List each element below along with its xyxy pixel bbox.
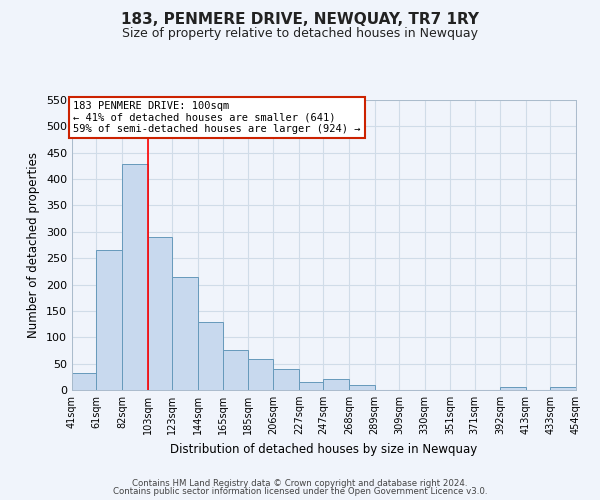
Text: 183, PENMERE DRIVE, NEWQUAY, TR7 1RY: 183, PENMERE DRIVE, NEWQUAY, TR7 1RY	[121, 12, 479, 28]
Bar	[299, 382, 323, 390]
Bar	[197, 322, 223, 390]
Bar	[323, 380, 349, 390]
X-axis label: Distribution of detached houses by size in Newquay: Distribution of detached houses by size …	[170, 442, 478, 456]
Bar	[148, 236, 172, 390]
Bar	[248, 359, 274, 390]
Bar	[274, 369, 299, 390]
Bar	[97, 250, 122, 390]
Bar	[550, 388, 576, 390]
Bar	[122, 164, 148, 390]
Text: 183 PENMERE DRIVE: 100sqm
← 41% of detached houses are smaller (641)
59% of semi: 183 PENMERE DRIVE: 100sqm ← 41% of detac…	[73, 101, 361, 134]
Bar	[349, 386, 374, 390]
Y-axis label: Number of detached properties: Number of detached properties	[28, 152, 40, 338]
Bar	[172, 277, 197, 390]
Text: Contains HM Land Registry data © Crown copyright and database right 2024.: Contains HM Land Registry data © Crown c…	[132, 478, 468, 488]
Text: Size of property relative to detached houses in Newquay: Size of property relative to detached ho…	[122, 28, 478, 40]
Bar	[223, 350, 248, 390]
Text: Contains public sector information licensed under the Open Government Licence v3: Contains public sector information licen…	[113, 487, 487, 496]
Bar	[500, 388, 526, 390]
Bar	[72, 373, 97, 390]
